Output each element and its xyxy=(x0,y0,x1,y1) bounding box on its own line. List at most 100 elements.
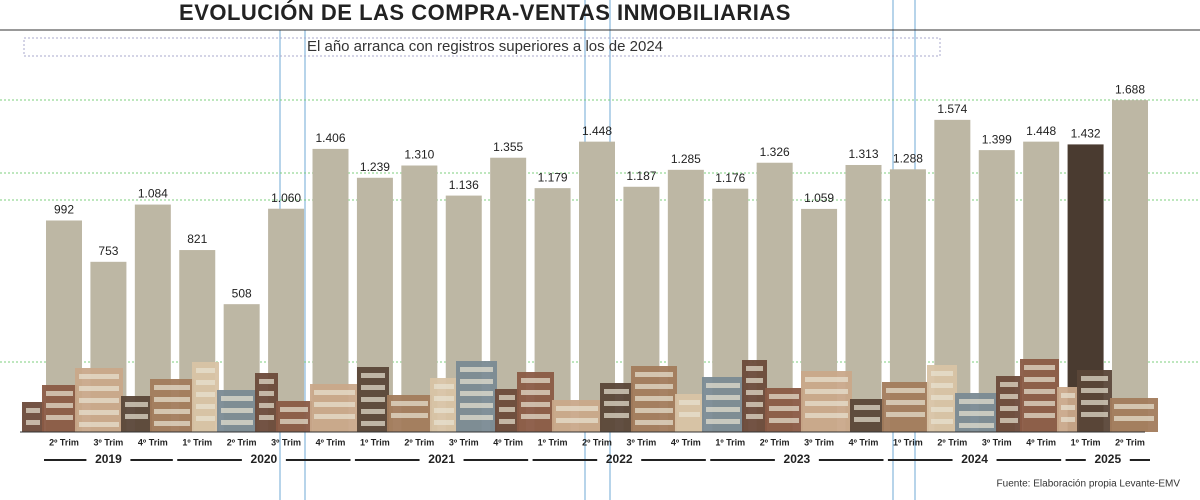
x-tick-label: 3º Trim xyxy=(449,437,479,447)
window xyxy=(931,383,953,388)
x-tick-label: 2º Trim xyxy=(227,437,257,447)
window xyxy=(1114,404,1154,409)
x-tick-label: 4º Trim xyxy=(671,437,701,447)
window xyxy=(79,374,119,379)
building xyxy=(1110,398,1158,432)
window xyxy=(1024,365,1055,370)
x-tick-label: 3º Trim xyxy=(94,437,124,447)
value-label: 1.084 xyxy=(138,187,168,201)
window xyxy=(1081,376,1108,381)
window xyxy=(769,406,799,411)
window xyxy=(886,388,925,393)
window xyxy=(434,384,454,389)
window xyxy=(1081,412,1108,417)
window xyxy=(280,407,308,412)
window xyxy=(635,420,673,425)
window xyxy=(706,419,740,424)
window xyxy=(1024,401,1055,406)
chart-subtitle: El año arranca con registros superiores … xyxy=(307,38,663,55)
x-tick-label: 2º Trim xyxy=(582,437,612,447)
window xyxy=(959,423,994,428)
window xyxy=(499,407,515,412)
window xyxy=(460,415,493,420)
window xyxy=(1024,413,1055,418)
window xyxy=(361,409,385,414)
x-tick-label: 2º Trim xyxy=(760,437,790,447)
window xyxy=(521,414,550,419)
window xyxy=(679,412,700,417)
building xyxy=(1020,359,1059,432)
value-label: 1.326 xyxy=(760,145,790,159)
window xyxy=(125,402,148,407)
window xyxy=(46,391,73,396)
window xyxy=(706,407,740,412)
x-tick-label: 4º Trim xyxy=(493,437,523,447)
x-tick-label: 1º Trim xyxy=(893,437,923,447)
window xyxy=(931,407,953,412)
x-tick-label: 3º Trim xyxy=(271,437,301,447)
window xyxy=(259,379,274,384)
buildings xyxy=(20,359,1158,433)
window xyxy=(460,391,493,396)
group-label: 2025 xyxy=(1094,452,1121,466)
window xyxy=(959,411,994,416)
group-label: 2019 xyxy=(95,452,122,466)
value-label: 992 xyxy=(54,203,74,217)
window xyxy=(521,378,550,383)
x-tick-label: 2º Trim xyxy=(404,437,434,447)
window xyxy=(434,420,454,425)
value-label: 1.187 xyxy=(626,169,656,183)
window xyxy=(26,420,40,425)
value-label: 1.136 xyxy=(449,178,479,192)
source: Fuente: Elaboración propia Levante-EMV xyxy=(997,479,1181,490)
window xyxy=(746,414,763,419)
value-label: 508 xyxy=(232,286,252,300)
value-label: 1.285 xyxy=(671,152,701,166)
x-tick-label: 3º Trim xyxy=(982,437,1012,447)
window xyxy=(196,368,215,373)
value-label: 1.288 xyxy=(893,151,923,165)
building xyxy=(22,402,44,432)
window xyxy=(886,412,925,417)
x-tick-label: 2º Trim xyxy=(937,437,967,447)
window xyxy=(196,416,215,421)
window xyxy=(635,408,673,413)
value-label: 1.313 xyxy=(848,147,878,161)
window xyxy=(1000,406,1018,411)
window xyxy=(556,418,598,423)
window xyxy=(154,397,190,402)
value-label: 821 xyxy=(187,232,207,246)
x-tick-label: 3º Trim xyxy=(804,437,834,447)
value-label: 1.448 xyxy=(582,124,612,138)
window xyxy=(361,397,385,402)
x-tick-label: 2º Trim xyxy=(1115,437,1145,447)
window xyxy=(314,390,355,395)
window xyxy=(361,385,385,390)
window xyxy=(746,378,763,383)
value-label: 1.176 xyxy=(715,171,745,185)
x-tick-label: 2º Trim xyxy=(49,437,79,447)
window xyxy=(196,404,215,409)
window xyxy=(280,419,308,424)
value-label: 753 xyxy=(98,244,118,258)
window xyxy=(931,371,953,376)
group-label: 2024 xyxy=(961,452,988,466)
window xyxy=(1061,417,1075,422)
x-tick-label: 4º Trim xyxy=(316,437,346,447)
window xyxy=(361,421,385,426)
value-label: 1.448 xyxy=(1026,124,1056,138)
value-label: 1.179 xyxy=(538,170,568,184)
window xyxy=(26,408,40,413)
window xyxy=(79,398,119,403)
window xyxy=(391,401,428,406)
window xyxy=(154,385,190,390)
window xyxy=(635,384,673,389)
window xyxy=(746,366,763,371)
window xyxy=(79,422,119,427)
value-label: 1.432 xyxy=(1071,127,1101,141)
window xyxy=(769,394,799,399)
window xyxy=(1061,393,1075,398)
x-tick-label: 1º Trim xyxy=(715,437,745,447)
window xyxy=(1061,405,1075,410)
